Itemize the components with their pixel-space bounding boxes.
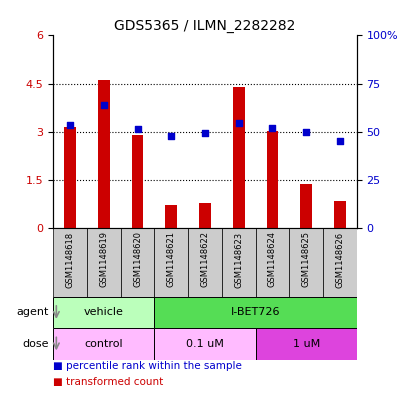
Text: ■ percentile rank within the sample: ■ percentile rank within the sample	[53, 362, 242, 371]
Point	[336, 138, 342, 144]
Point	[67, 122, 73, 129]
Text: GSM1148623: GSM1148623	[234, 231, 243, 288]
Text: GSM1148626: GSM1148626	[335, 231, 344, 288]
Text: dose: dose	[22, 339, 49, 349]
Text: I-BET726: I-BET726	[230, 307, 280, 318]
Bar	[154, 328, 255, 360]
Point	[302, 129, 309, 135]
Bar	[188, 228, 221, 297]
Bar	[53, 228, 87, 297]
Point	[201, 130, 208, 136]
Point	[100, 102, 107, 108]
Bar	[221, 228, 255, 297]
Bar	[53, 297, 154, 328]
Text: GSM1148621: GSM1148621	[166, 231, 175, 287]
Text: control: control	[84, 339, 123, 349]
Text: GSM1148624: GSM1148624	[267, 231, 276, 287]
Bar	[322, 228, 356, 297]
Text: agent: agent	[17, 307, 49, 318]
Bar	[232, 87, 244, 228]
Text: ■ transformed count: ■ transformed count	[53, 377, 163, 387]
Text: vehicle: vehicle	[84, 307, 124, 318]
Point	[268, 125, 275, 131]
Text: 0.1 uM: 0.1 uM	[186, 339, 223, 349]
Bar	[131, 135, 143, 228]
Bar	[120, 228, 154, 297]
Bar	[154, 228, 188, 297]
Bar	[154, 297, 356, 328]
Text: GSM1148622: GSM1148622	[200, 231, 209, 287]
Bar	[199, 203, 210, 228]
Text: GSM1148619: GSM1148619	[99, 231, 108, 287]
Title: GDS5365 / ILMN_2282282: GDS5365 / ILMN_2282282	[114, 19, 295, 33]
Text: GSM1148618: GSM1148618	[65, 231, 74, 288]
Bar	[165, 205, 177, 228]
Text: 1 uM: 1 uM	[292, 339, 319, 349]
Bar	[64, 127, 76, 228]
Bar	[53, 328, 154, 360]
Point	[168, 132, 174, 139]
Bar	[98, 80, 110, 228]
Bar	[299, 184, 311, 228]
Text: GSM1148625: GSM1148625	[301, 231, 310, 287]
Point	[134, 126, 141, 132]
Bar	[87, 228, 120, 297]
Point	[235, 119, 241, 126]
Bar	[255, 328, 356, 360]
Text: GSM1148620: GSM1148620	[133, 231, 142, 287]
Bar	[333, 201, 345, 228]
Bar	[266, 131, 278, 228]
Bar	[289, 228, 322, 297]
Bar	[255, 228, 289, 297]
